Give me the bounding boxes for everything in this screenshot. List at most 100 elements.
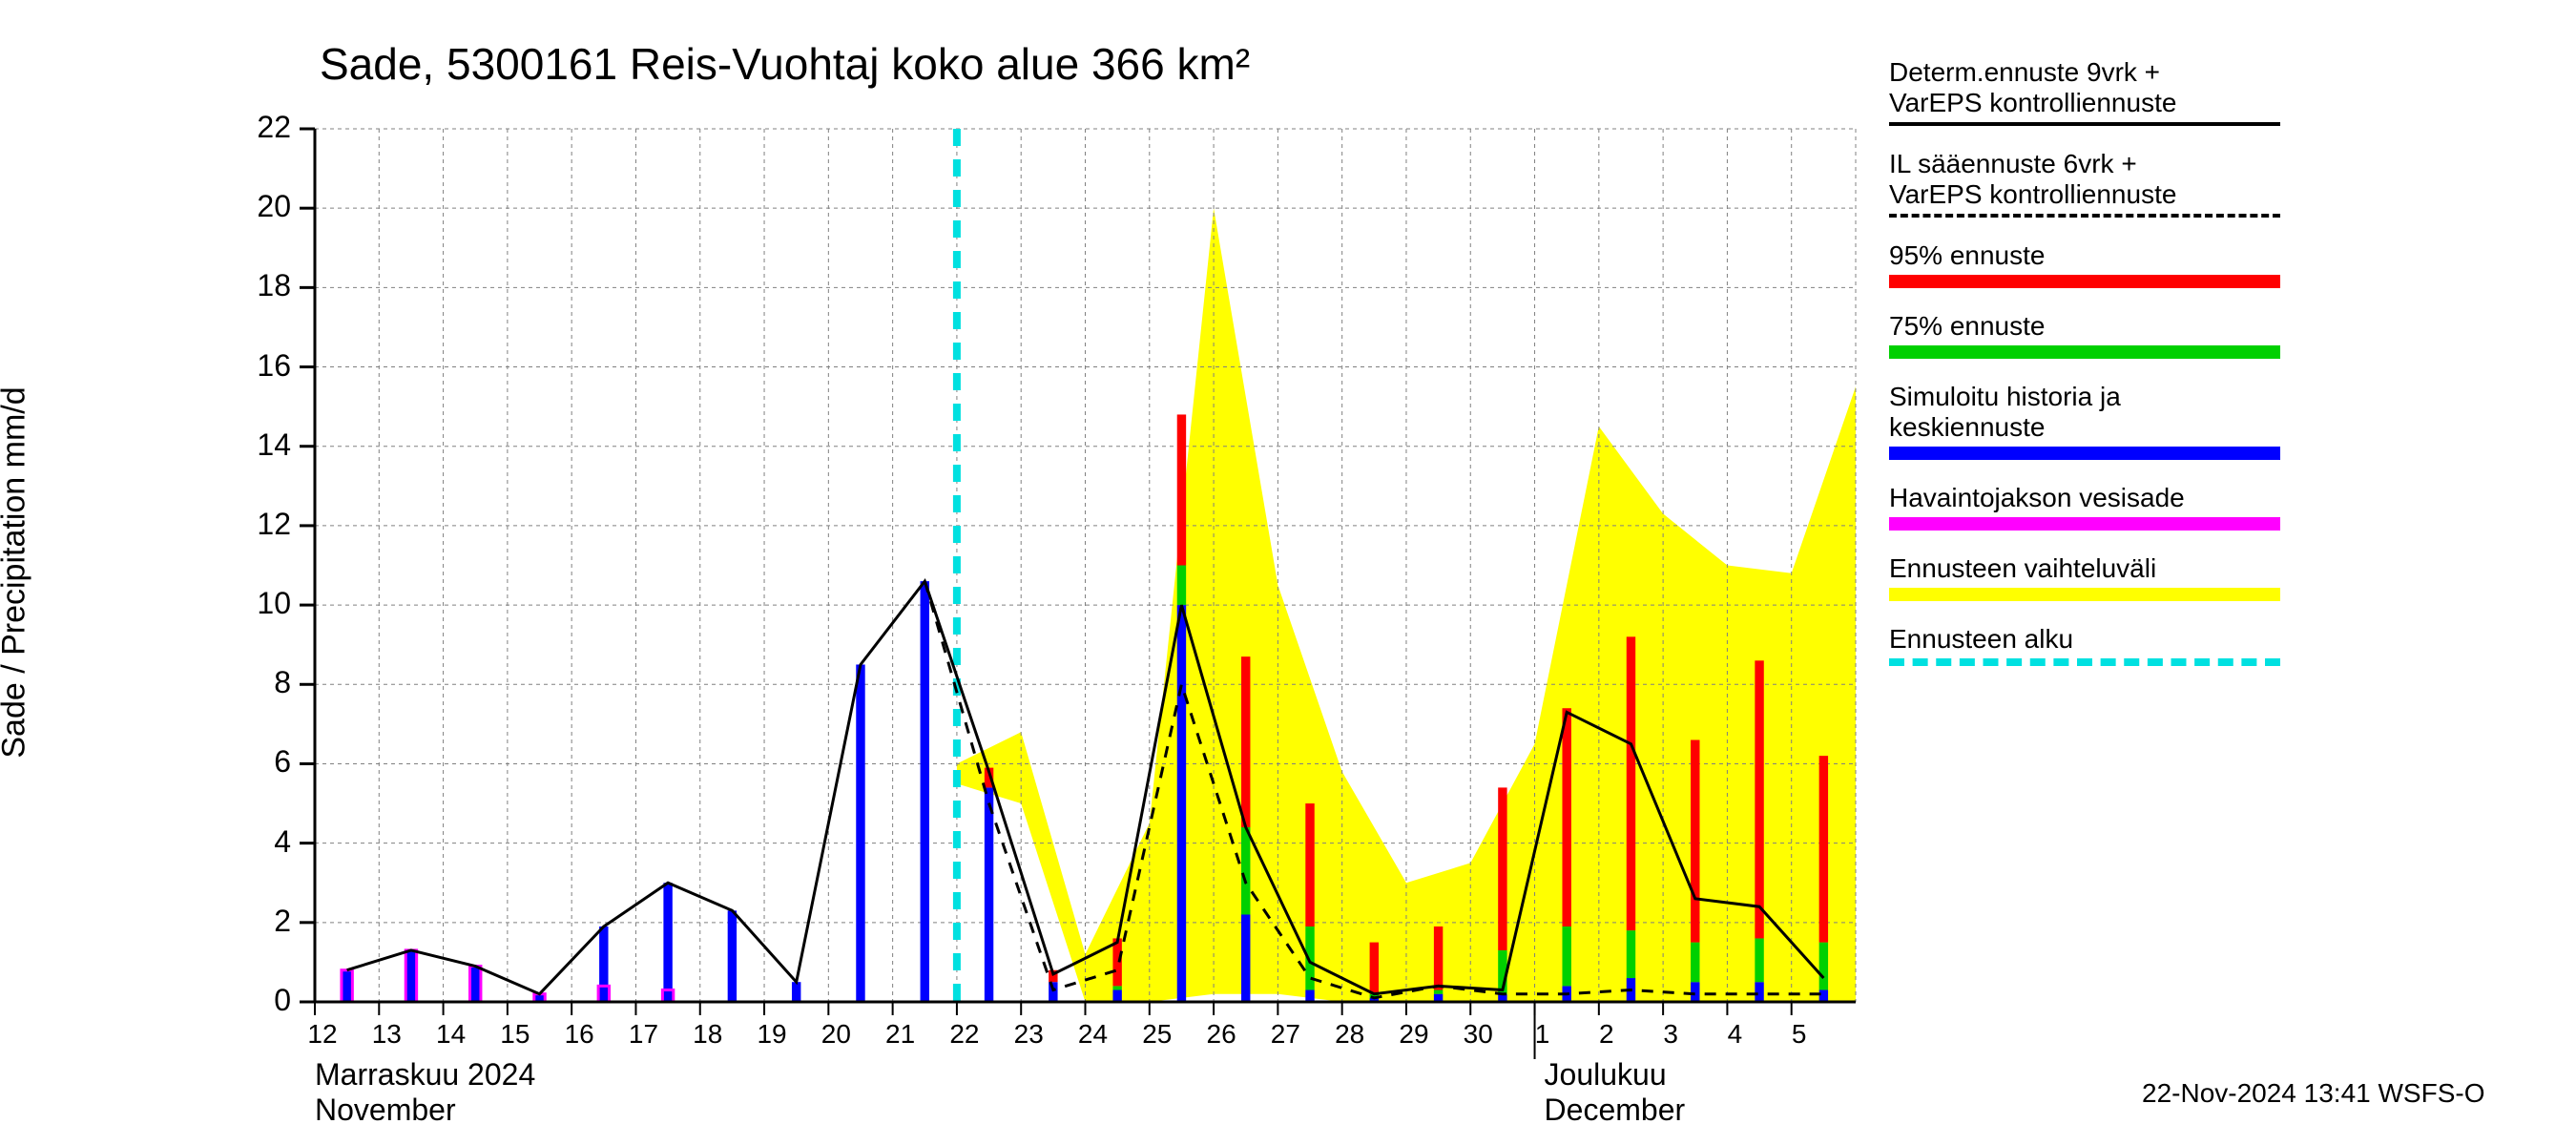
legend-item: Determ.ennuste 9vrk +VarEPS kontrollienn…: [1889, 57, 2290, 126]
legend-label: Simuloitu historia ja: [1889, 382, 2290, 412]
xtick-label: 19: [757, 1019, 786, 1050]
xtick-label: 18: [693, 1019, 722, 1050]
legend-label: 95% ennuste: [1889, 240, 2290, 271]
legend-swatch: [1889, 658, 2280, 666]
legend-swatch: [1889, 345, 2280, 359]
ytick-label: 14: [239, 427, 291, 463]
bar-red: [1434, 926, 1443, 990]
xtick-label: 1: [1535, 1019, 1550, 1050]
legend-swatch: [1889, 517, 2280, 531]
legend-item: 75% ennuste: [1889, 311, 2290, 359]
legend-swatch: [1889, 214, 2280, 218]
xtick-label: 3: [1663, 1019, 1678, 1050]
xtick-label: 16: [565, 1019, 594, 1050]
xtick-label: 13: [372, 1019, 402, 1050]
xtick-label: 24: [1078, 1019, 1108, 1050]
xtick-label: 2: [1599, 1019, 1614, 1050]
ytick-label: 6: [239, 744, 291, 780]
bar-blue: [1305, 990, 1314, 1002]
xtick-label: 23: [1014, 1019, 1044, 1050]
xtick-label: 22: [949, 1019, 979, 1050]
bar-blue: [1819, 990, 1828, 1002]
bar-blue: [343, 970, 351, 1002]
legend-swatch: [1889, 447, 2280, 460]
legend-label: keskiennuste: [1889, 412, 2290, 443]
bar-red: [1305, 803, 1314, 926]
legend-swatch: [1889, 275, 2280, 288]
legend-swatch: [1889, 588, 2280, 601]
ytick-label: 18: [239, 268, 291, 303]
legend-item: Havaintojakson vesisade: [1889, 483, 2290, 531]
bar-green: [1691, 943, 1699, 983]
legend-item: IL sääennuste 6vrk + VarEPS kontrollienn…: [1889, 149, 2290, 218]
ytick-label: 4: [239, 824, 291, 860]
legend-label: Determ.ennuste 9vrk +: [1889, 57, 2290, 88]
bar-red: [1370, 943, 1379, 994]
legend-item: Ennusteen vaihteluväli: [1889, 553, 2290, 601]
legend-label: Ennusteen alku: [1889, 624, 2290, 655]
month1-en: November: [315, 1093, 456, 1128]
bar-green: [1755, 938, 1763, 982]
bar-blue: [921, 581, 929, 1002]
bar-green: [1112, 986, 1121, 989]
ytick-label: 0: [239, 983, 291, 1018]
ytick-label: 8: [239, 665, 291, 700]
bar-green: [1819, 943, 1828, 990]
xtick-label: 15: [500, 1019, 530, 1050]
bar-green: [1627, 930, 1635, 978]
bar-blue: [1755, 982, 1763, 1002]
ytick-label: 2: [239, 904, 291, 939]
legend-label: IL sääennuste 6vrk +: [1889, 149, 2290, 179]
xtick-label: 5: [1792, 1019, 1807, 1050]
ytick-label: 12: [239, 507, 291, 542]
xtick-label: 28: [1335, 1019, 1364, 1050]
bar-red: [1241, 656, 1250, 827]
bar-blue: [471, 967, 480, 1002]
xtick-label: 30: [1464, 1019, 1493, 1050]
bar-blue: [1691, 982, 1699, 1002]
bar-blue: [1112, 990, 1121, 1002]
legend-item: Simuloitu historia jakeskiennuste: [1889, 382, 2290, 460]
bar-red: [1755, 660, 1763, 938]
legend-label: Ennusteen vaihteluväli: [1889, 553, 2290, 584]
xtick-label: 4: [1728, 1019, 1743, 1050]
bar-blue: [728, 910, 737, 1002]
legend: Determ.ennuste 9vrk + VarEPS kontrollienn…: [1889, 57, 2290, 689]
xtick-label: 26: [1207, 1019, 1236, 1050]
month2-en: December: [1545, 1093, 1686, 1128]
legend-label: 75% ennuste: [1889, 311, 2290, 342]
legend-label: Havaintojakson vesisade: [1889, 483, 2290, 513]
bar-green: [1177, 566, 1186, 606]
bar-red: [1562, 708, 1570, 926]
bar-blue: [792, 982, 800, 1002]
legend-label: VarEPS kontrolliennuste: [1889, 179, 2290, 210]
ytick-label: 22: [239, 110, 291, 145]
bar-red: [1177, 414, 1186, 565]
footer-timestamp: 22-Nov-2024 13:41 WSFS-O: [2142, 1078, 2485, 1109]
bar-blue: [985, 787, 993, 1002]
bar-red: [1691, 740, 1699, 943]
bar-blue: [1241, 915, 1250, 1003]
bar-red: [1627, 636, 1635, 930]
bar-blue: [406, 950, 415, 1002]
xtick-label: 17: [629, 1019, 658, 1050]
bar-blue: [599, 926, 608, 1002]
bar-blue: [663, 883, 672, 1002]
bar-red: [1819, 756, 1828, 942]
bar-blue: [1177, 605, 1186, 1002]
bar-green: [1241, 827, 1250, 915]
ytick-label: 10: [239, 586, 291, 621]
xtick-label: 20: [821, 1019, 851, 1050]
bar-red: [1498, 787, 1506, 950]
bar-green: [1434, 990, 1443, 994]
ytick-label: 20: [239, 189, 291, 224]
legend-item: Ennusteen alku: [1889, 624, 2290, 666]
bar-green: [1562, 926, 1570, 986]
xtick-label: 14: [436, 1019, 466, 1050]
legend-swatch: [1889, 122, 2280, 126]
month2-fi: Joulukuu: [1545, 1057, 1667, 1093]
xtick-label: 27: [1271, 1019, 1300, 1050]
xtick-label: 25: [1142, 1019, 1172, 1050]
ytick-label: 16: [239, 348, 291, 384]
xtick-label: 21: [885, 1019, 915, 1050]
